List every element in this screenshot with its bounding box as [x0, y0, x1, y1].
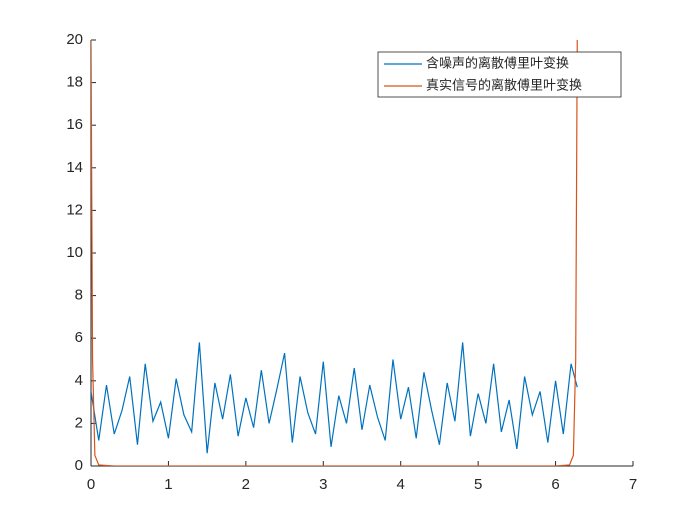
- y-tick-label: 6: [75, 329, 83, 346]
- legend-box: [377, 51, 622, 98]
- plot-area: [91, 40, 578, 466]
- y-tick-label: 0: [75, 457, 83, 474]
- x-tick-label: 4: [397, 476, 405, 493]
- x-tick-label: 5: [474, 476, 482, 493]
- x-tick-label: 7: [629, 476, 637, 493]
- y-tick-label: 14: [66, 159, 83, 176]
- legend-label: 含噪声的离散傅里叶变换: [426, 55, 569, 70]
- legend-label: 真实信号的离散傅里叶变换: [426, 77, 582, 92]
- series-line: [91, 40, 578, 466]
- x-tick-label: 3: [319, 476, 327, 493]
- y-tick-label: 12: [66, 201, 83, 218]
- x-tick-label: 2: [242, 476, 250, 493]
- y-tick-label: 20: [66, 31, 83, 48]
- x-tick-label: 6: [551, 476, 559, 493]
- y-tick-label: 16: [66, 116, 83, 133]
- y-tick-label: 2: [75, 414, 83, 431]
- y-tick-label: 18: [66, 74, 83, 91]
- series-line: [91, 342, 578, 454]
- y-tick-label: 8: [75, 287, 83, 304]
- x-tick-label: 0: [87, 476, 95, 493]
- y-tick-label: 4: [75, 372, 83, 389]
- x-tick-label: 1: [164, 476, 172, 493]
- y-tick-label: 10: [66, 244, 83, 261]
